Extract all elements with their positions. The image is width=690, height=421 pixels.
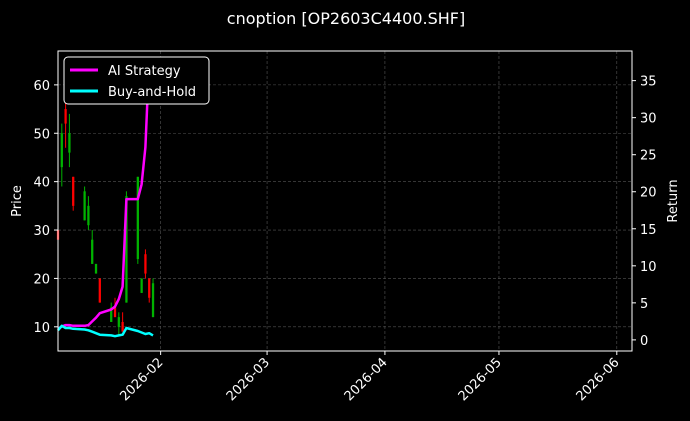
candle-body	[98, 278, 101, 303]
left-y-tick-label: 40	[33, 176, 50, 191]
x-tick-label: 2026-06	[574, 355, 623, 404]
candle-body	[91, 239, 94, 264]
candle-body	[140, 278, 143, 293]
candle-body	[136, 176, 139, 260]
x-tick-label: 2026-02	[117, 355, 166, 404]
candle-body	[72, 176, 75, 206]
left-y-tick-label: 30	[33, 224, 50, 239]
candle-body	[125, 196, 128, 303]
candle-body	[68, 133, 71, 153]
candle-body	[144, 254, 147, 274]
x-tick-label: 2026-05	[456, 355, 505, 404]
right-y-tick-label: 10	[640, 260, 657, 275]
candle-body	[121, 321, 124, 332]
candle-body	[83, 191, 86, 221]
left-y-tick-label: 50	[33, 127, 50, 142]
right-y-axis-label: Return	[666, 179, 681, 222]
right-y-tick-label: 15	[640, 223, 657, 238]
right-y-tick-label: 30	[640, 112, 657, 127]
candle-body	[117, 317, 120, 327]
legend-box	[63, 56, 210, 105]
right-y-axis: 0 5 10 15 20 25 30 35	[632, 75, 657, 349]
legend-label-ai-strategy: AI Strategy	[108, 64, 181, 79]
x-axis: 2026-02 2026-03 2026-04 2026-05 2026-06	[117, 351, 623, 404]
x-tick-label: 2026-04	[342, 355, 391, 404]
chart-title: cnoption [OP2603C4400.SHF]	[227, 9, 465, 28]
candle-body	[151, 283, 155, 318]
legend: AI Strategy Buy-and-Hold	[63, 56, 210, 105]
left-y-tick-label: 10	[33, 321, 50, 336]
right-y-tick-label: 25	[640, 149, 657, 164]
series-line-ai-strategy	[57, 58, 151, 330]
series-line-buy-and-hold	[57, 324, 154, 338]
left-y-tick-label: 20	[33, 272, 50, 287]
plot-frame	[57, 50, 633, 352]
candle-body	[60, 133, 63, 168]
right-y-tick-label: 5	[640, 297, 648, 312]
series-lines	[57, 58, 154, 338]
candle-body	[94, 263, 98, 274]
candle-body	[113, 307, 117, 318]
grid	[58, 51, 632, 351]
left-y-tick-label: 60	[33, 79, 50, 94]
right-y-tick-label: 0	[640, 334, 648, 349]
legend-label-buy-and-hold: Buy-and-Hold	[108, 85, 196, 100]
left-y-axis-label: Price	[10, 185, 25, 217]
candle-body	[87, 205, 90, 226]
right-y-tick-label: 20	[640, 186, 657, 201]
candle-body	[148, 278, 151, 298]
right-y-tick-label: 35	[640, 75, 657, 90]
candles	[56, 94, 155, 337]
x-tick-label: 2026-03	[224, 355, 273, 404]
candle-body	[64, 109, 67, 124]
left-y-axis: 10 20 30 40 50 60	[33, 79, 58, 336]
candle-body	[110, 307, 113, 322]
